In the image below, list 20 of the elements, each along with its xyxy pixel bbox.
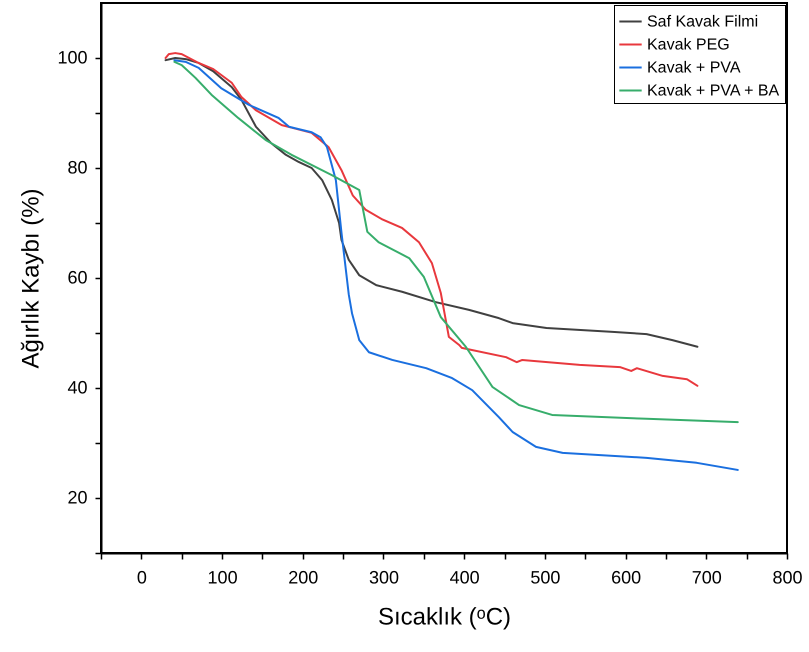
y-tick-label: 100 (57, 48, 88, 68)
x-tick-label: 700 (692, 568, 722, 588)
legend-label: Kavak + PVA (647, 60, 741, 76)
y-tick-label: 20 (67, 488, 88, 508)
y-axis-title: Ağırlık Kaybı (%) (17, 188, 44, 369)
x-tick-label: 200 (288, 568, 318, 588)
y-tick-label: 80 (67, 158, 88, 178)
y-tick-label: 40 (67, 378, 88, 398)
x-tick-label: 600 (611, 568, 642, 588)
legend-label: Kavak + PVA + BA (647, 82, 780, 100)
legend-label: Kavak PEG (647, 36, 730, 54)
x-tick-label: 400 (450, 568, 480, 588)
x-tick-label: 100 (208, 568, 238, 588)
x-tick-label: 300 (368, 568, 399, 588)
x-tick-label: 500 (530, 568, 560, 588)
legend-label: Saf Kavak Filmi (647, 14, 758, 30)
y-tick-label: 60 (67, 268, 88, 288)
x-tick-label: 0 (136, 568, 147, 588)
x-tick-label: 800 (772, 568, 803, 588)
x-axis-title: Sıcaklık (ᵒC) (378, 604, 512, 630)
